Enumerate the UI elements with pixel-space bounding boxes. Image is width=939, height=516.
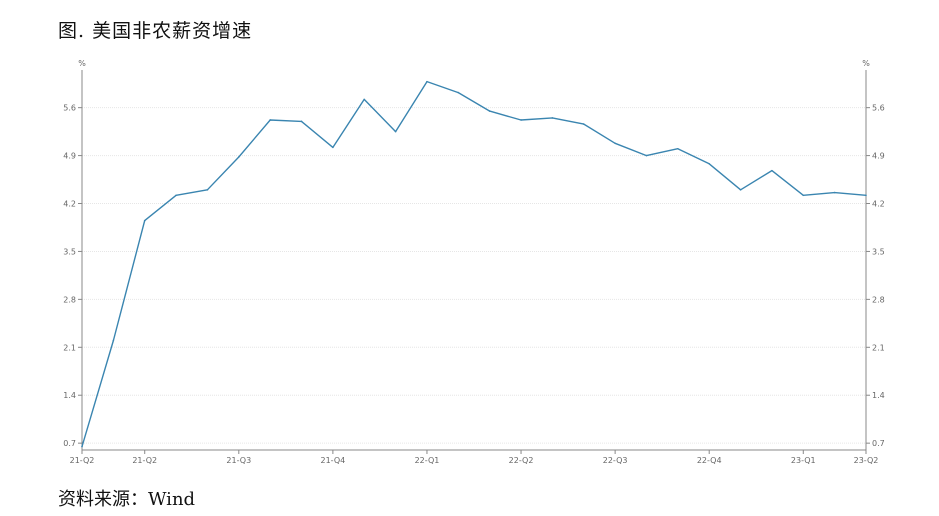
data-point [457,91,460,94]
y-tick-label-left: 1.4 [63,391,76,400]
data-point [238,156,240,158]
y-tick-label-right: 5.6 [872,104,885,113]
y-tick-label-left: 2.8 [63,295,76,304]
data-point [551,117,554,119]
data-point [175,194,177,197]
data-point [802,194,805,197]
data-point [332,146,334,149]
y-tick-label-left: 4.2 [63,200,76,209]
data-point [363,98,366,101]
series-layer [81,80,867,448]
x-tick-label: 22-Q1 [415,456,440,465]
data-point [300,120,303,123]
data-point [269,119,271,121]
y-tick-label-right: 2.8 [872,295,885,304]
y-tick-label-left: 4.9 [63,152,76,161]
y-tick-label-right: 2.1 [872,343,885,352]
series-line [81,80,867,447]
y-tick-label-left: 5.6 [63,104,76,113]
chart-title: 图. 美国非农薪资增速 [58,20,253,42]
data-point [677,147,679,150]
x-tick-label: 22-Q2 [509,456,534,465]
data-point [143,219,146,222]
data-point [81,445,83,448]
y-tick-label-right: 1.4 [872,391,885,400]
data-point [739,189,742,191]
y-tick-label-right: 4.9 [872,152,885,161]
y-tick-label-right: 4.2 [872,200,885,209]
y-unit-left: % [78,59,86,68]
x-tick-label: 23-Q2 [854,456,879,465]
data-point [614,142,616,145]
x-tick-label: 23-Q1 [791,456,816,465]
data-point [771,169,773,172]
data-point [582,123,585,125]
data-point [426,80,428,83]
y-unit-right: % [862,59,870,68]
data-point [645,154,648,157]
x-tick-label: 21-Q3 [226,456,251,465]
data-point [394,130,397,133]
y-tick-label-right: 0.7 [872,439,885,448]
y-axis-left: % 0.7 1.4 2.1 2.8 3.5 4.2 4.9 5.6 [63,59,86,448]
data-point [708,163,710,165]
source-note: 资料来源：Wind [58,489,196,510]
data-point [112,339,115,342]
x-tick-label: 22-Q4 [697,456,722,465]
x-tick-label: 21-Q2 [70,456,95,465]
gridlines [82,107,866,444]
y-tick-label-left: 0.7 [63,439,76,448]
y-axis-right: % 0.7 1.4 2.1 2.8 3.5 4.2 4.9 5.6 [862,59,885,448]
x-axis: 21-Q2 21-Q2 21-Q3 21-Q4 22-Q1 22-Q2 22-Q3 22-Q4… [70,450,879,465]
y-tick-label-right: 3.5 [872,247,885,256]
axes [81,70,867,451]
x-tick-label: 21-Q4 [321,456,346,465]
data-point [488,110,491,112]
data-point [865,194,867,197]
data-point [206,189,209,191]
data-point [520,119,522,121]
y-tick-label-left: 3.5 [63,247,76,256]
x-tick-label: 21-Q2 [132,456,157,465]
y-tick-label-left: 2.1 [63,343,76,352]
x-tick-label: 22-Q3 [603,456,628,465]
data-point [833,191,836,194]
